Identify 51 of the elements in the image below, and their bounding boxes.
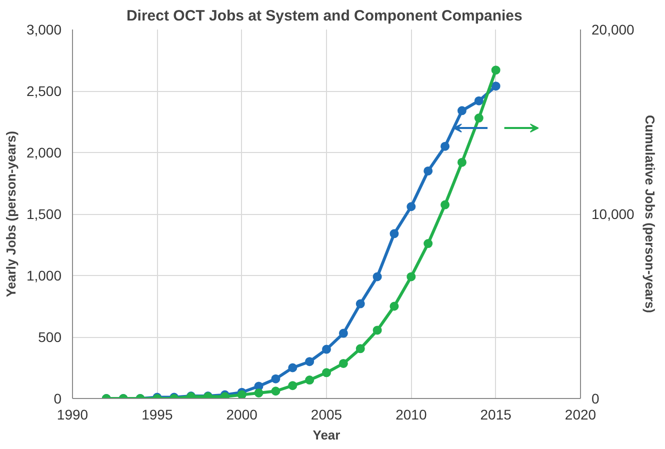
point <box>372 272 382 282</box>
point <box>474 96 484 106</box>
point <box>271 386 280 396</box>
point <box>305 357 314 366</box>
point <box>390 229 399 238</box>
x-tick-label: 1995 <box>142 406 173 422</box>
y2-tick-label: 20,000 <box>592 22 635 38</box>
y2-tick-label: 10,000 <box>592 206 635 222</box>
point <box>474 114 484 123</box>
point <box>288 363 298 372</box>
point <box>406 272 416 282</box>
point <box>254 388 264 398</box>
y2-axis-title: Cumulative Jobs (person-years) <box>642 115 658 313</box>
point <box>372 326 382 335</box>
y-axis-title: Yearly Jobs (person-years) <box>3 130 18 298</box>
y-tick-label: 2,500 <box>26 83 62 99</box>
point <box>424 166 433 176</box>
point <box>288 381 298 390</box>
x-tick-label: 2005 <box>310 406 342 422</box>
chart-title: Direct OCT Jobs at System and Component Companies <box>126 8 522 24</box>
point <box>457 158 466 167</box>
x-tick-label: 2000 <box>226 406 258 422</box>
point <box>491 82 500 91</box>
point <box>322 368 331 378</box>
point <box>338 328 348 338</box>
x-tick-label: 2010 <box>396 406 427 422</box>
point <box>424 239 433 248</box>
point <box>356 344 365 354</box>
point <box>271 374 280 384</box>
y2-tick-label: 0 <box>592 390 600 406</box>
x-tick-label: 2015 <box>480 406 512 422</box>
x-tick-label: 2020 <box>564 406 596 422</box>
y-tick-label: 1,000 <box>26 268 62 284</box>
point <box>338 358 348 368</box>
x-tick-label: 1990 <box>56 406 88 422</box>
y-tick-label: 2,000 <box>26 144 62 160</box>
point <box>390 302 399 311</box>
y-tick-label: 0 <box>54 390 62 406</box>
y-tick-label: 1,500 <box>26 206 62 222</box>
y-tick-label: 500 <box>38 329 62 345</box>
point <box>322 344 331 354</box>
point <box>457 106 466 116</box>
point <box>491 66 500 75</box>
y-tick-label: 3,000 <box>26 22 62 38</box>
point <box>305 376 314 385</box>
point <box>440 142 450 151</box>
x-axis-title: Year <box>312 428 340 442</box>
point <box>406 202 416 212</box>
point <box>356 299 365 308</box>
point <box>237 390 246 398</box>
point <box>440 200 450 210</box>
